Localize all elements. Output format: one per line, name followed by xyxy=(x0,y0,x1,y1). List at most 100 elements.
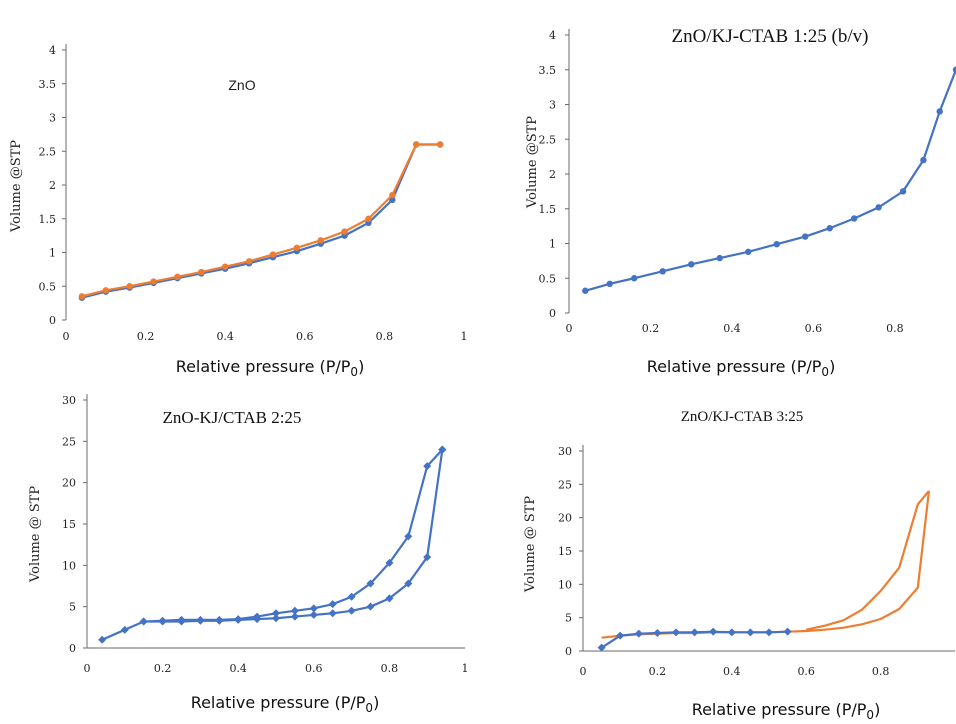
y-tick-label: 3.5 xyxy=(539,64,557,77)
x-tick-label: 0.4 xyxy=(216,330,234,343)
y-tick-label: 0 xyxy=(565,645,572,658)
x-tick-label: 0 xyxy=(63,330,70,343)
data-point xyxy=(672,628,680,637)
data-point xyxy=(272,609,280,618)
y-tick-label: 10 xyxy=(558,578,572,591)
x-axis-label: Relative pressure (P/P0) xyxy=(692,700,881,722)
y-tick-label: 1.5 xyxy=(539,203,557,216)
y-tick-label: 0 xyxy=(49,314,56,327)
y-axis-label: Volume @STP xyxy=(525,116,540,209)
x-tick-label: 0.4 xyxy=(723,665,741,678)
data-point xyxy=(215,615,224,624)
data-point xyxy=(899,188,907,195)
x-axis-label: Relative pressure (P/P0) xyxy=(191,693,380,715)
data-point xyxy=(174,273,181,280)
data-point xyxy=(630,275,638,282)
data-point xyxy=(952,66,956,73)
x-tick-label: 0.6 xyxy=(296,330,314,343)
y-tick-label: 2.5 xyxy=(39,145,57,158)
data-point xyxy=(177,615,186,624)
y-tick-label: 1 xyxy=(49,247,56,260)
y-axis-label: Volume @STP xyxy=(9,140,24,233)
data-point xyxy=(196,615,205,624)
data-point xyxy=(293,244,301,251)
data-point xyxy=(616,631,625,640)
x-tick-label: 0 xyxy=(84,662,91,675)
x-tick-label: 0.4 xyxy=(723,322,741,335)
data-point xyxy=(920,156,927,164)
data-point xyxy=(716,254,723,262)
y-tick-label: 0.5 xyxy=(539,272,557,285)
data-point xyxy=(765,628,773,637)
series-line xyxy=(81,143,441,299)
series-line xyxy=(584,69,956,292)
y-tick-label: 10 xyxy=(62,559,76,572)
y-tick-label: 2 xyxy=(49,179,56,192)
y-axis-label: Volume @ STP xyxy=(523,496,538,593)
x-tick-label: 1 xyxy=(462,662,469,675)
chart-title: ZnO xyxy=(228,77,255,93)
chart-zno-kj-ctab-3-25: ZnO/KJ-CTAB 3:25 Volume @ STP Relative p… xyxy=(523,409,955,722)
y-tick-label: 30 xyxy=(62,394,76,407)
chart-zno-kj-ctab-1-25: ZnO/KJ-CTAB 1:25 (b/v) Volume @STP Relat… xyxy=(525,26,956,379)
data-point xyxy=(850,215,858,222)
chart-title: ZnO-KJ/CTAB 2:25 xyxy=(163,408,302,427)
data-point xyxy=(653,629,662,637)
data-point xyxy=(126,283,133,290)
y-tick-label: 30 xyxy=(558,445,572,458)
data-point xyxy=(745,248,752,256)
y-tick-label: 20 xyxy=(558,512,572,525)
data-point xyxy=(389,191,396,199)
y-tick-label: 25 xyxy=(62,435,76,448)
data-point xyxy=(328,609,337,618)
data-point xyxy=(634,629,643,638)
y-tick-label: 0.5 xyxy=(39,280,57,293)
data-point xyxy=(341,228,348,235)
x-tick-label: 0 xyxy=(580,665,587,678)
series-line xyxy=(805,490,930,631)
data-point xyxy=(413,141,420,148)
data-point xyxy=(385,594,394,603)
data-point xyxy=(709,627,718,636)
y-tick-label: 15 xyxy=(62,518,76,531)
data-point xyxy=(290,612,299,621)
data-point xyxy=(234,615,243,624)
x-tick-label: 0.2 xyxy=(137,330,155,343)
data-point xyxy=(404,579,413,588)
x-axis-label: Relative pressure (P/P0) xyxy=(176,357,365,379)
data-point xyxy=(222,263,229,270)
y-tick-label: 3 xyxy=(549,99,556,112)
data-point xyxy=(290,606,299,615)
data-point xyxy=(582,287,589,294)
y-tick-label: 2 xyxy=(549,168,556,181)
data-point xyxy=(120,625,129,634)
data-point xyxy=(150,278,157,285)
data-point xyxy=(690,628,699,637)
x-tick-label: 0.2 xyxy=(154,662,172,675)
x-axis-label: Relative pressure (P/P0) xyxy=(647,357,836,379)
x-tick-label: 0.4 xyxy=(229,662,247,675)
data-point xyxy=(436,141,444,148)
data-point xyxy=(78,293,86,300)
x-tick-label: 0 xyxy=(566,322,573,335)
series-line xyxy=(601,490,931,639)
x-tick-label: 0.8 xyxy=(381,662,399,675)
data-point xyxy=(347,606,356,615)
data-point xyxy=(826,225,833,232)
data-point xyxy=(102,287,110,294)
data-point xyxy=(746,628,755,637)
data-point xyxy=(438,445,447,454)
data-point xyxy=(783,627,792,636)
data-point xyxy=(309,610,318,619)
data-point xyxy=(385,558,394,567)
data-point xyxy=(245,258,253,265)
data-point xyxy=(198,268,205,276)
data-point xyxy=(98,635,107,644)
y-tick-label: 5 xyxy=(69,601,76,614)
x-tick-label: 0.8 xyxy=(376,330,394,343)
data-point xyxy=(597,643,606,652)
data-point xyxy=(347,592,356,601)
x-tick-label: 0.2 xyxy=(642,322,660,335)
series-line xyxy=(81,143,441,298)
x-tick-label: 0.6 xyxy=(805,322,823,335)
